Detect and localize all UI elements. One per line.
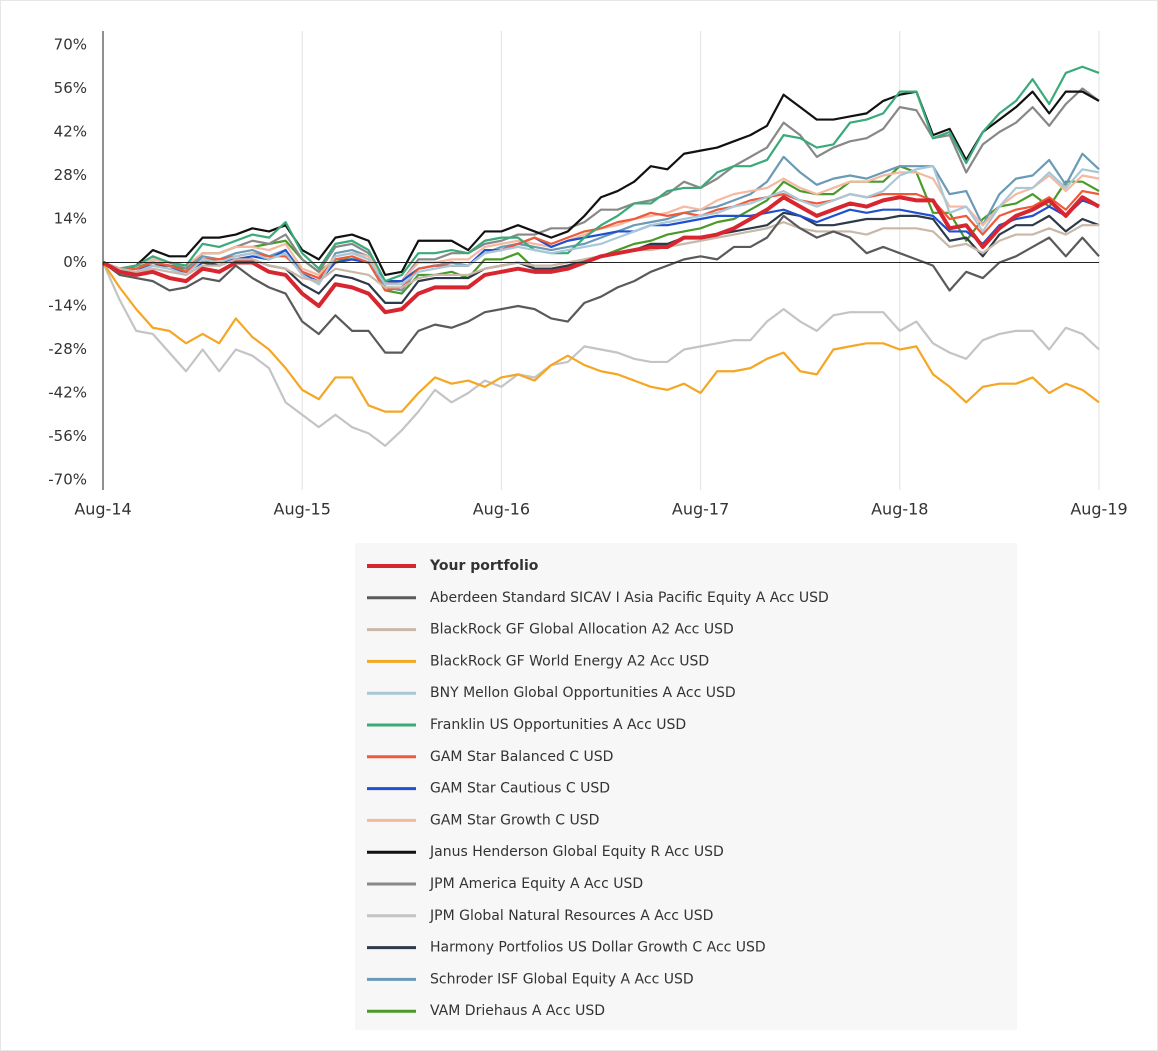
y-tick-label: 42% bbox=[54, 123, 87, 141]
x-tick-label: Aug-18 bbox=[871, 500, 928, 519]
y-tick-label: 70% bbox=[54, 36, 87, 54]
y-tick-label: -14% bbox=[48, 297, 87, 315]
legend-label: Aberdeen Standard SICAV I Asia Pacific E… bbox=[430, 590, 829, 606]
legend-label: VAM Driehaus A Acc USD bbox=[430, 1003, 605, 1019]
y-tick-label: 0% bbox=[63, 253, 87, 271]
legend-label: JPM America Equity A Acc USD bbox=[429, 876, 643, 892]
y-tick-label: -42% bbox=[48, 384, 87, 402]
legend-label: BlackRock GF World Energy A2 Acc USD bbox=[430, 653, 709, 669]
x-tick-label: Aug-17 bbox=[672, 500, 729, 519]
legend-label: Schroder ISF Global Equity A Acc USD bbox=[430, 971, 694, 987]
legend-label: JPM Global Natural Resources A Acc USD bbox=[429, 908, 713, 924]
series-line bbox=[102, 165, 1100, 286]
legend: Your portfolio Aberdeen Standard SICAV I … bbox=[367, 558, 829, 1019]
series-line bbox=[101, 262, 1100, 447]
legend-label: GAM Star Cautious C USD bbox=[430, 781, 610, 797]
y-tick-label: 56% bbox=[54, 79, 87, 97]
legend-label: GAM Star Growth C USD bbox=[430, 812, 599, 828]
plot bbox=[101, 65, 1100, 447]
legend-label: GAM Star Balanced C USD bbox=[430, 749, 613, 765]
series-line bbox=[102, 261, 1100, 413]
x-tick-label: Aug-15 bbox=[274, 500, 331, 519]
y-tick-label: 14% bbox=[54, 210, 87, 228]
legend-label: Franklin US Opportunities A Acc USD bbox=[430, 717, 686, 733]
x-tick-label: Aug-14 bbox=[74, 500, 131, 519]
legend-label: Harmony Portfolios US Dollar Growth C Ac… bbox=[430, 940, 766, 956]
grid bbox=[301, 31, 1100, 490]
axes: -70% -56% -42% -28% -14% 0% 14% 28% 42% 56% 70% Aug… bbox=[48, 31, 1128, 519]
y-tick-label: -70% bbox=[48, 471, 87, 489]
x-tick-label: Aug-19 bbox=[1070, 500, 1127, 519]
legend-box bbox=[355, 543, 1017, 1030]
series-line bbox=[102, 195, 1100, 315]
x-tick-label: Aug-16 bbox=[473, 500, 530, 519]
legend-label: BlackRock GF Global Allocation A2 Acc US… bbox=[430, 622, 734, 638]
y-tick-label: 28% bbox=[54, 166, 87, 184]
y-tick-label: -56% bbox=[48, 427, 87, 445]
y-tick-label: -28% bbox=[48, 340, 87, 358]
legend-label: Your portfolio bbox=[429, 558, 539, 574]
series-line bbox=[102, 65, 1100, 283]
legend-label: Janus Henderson Global Equity R Acc USD bbox=[429, 844, 724, 860]
series-line bbox=[102, 214, 1100, 354]
legend-label: BNY Mellon Global Opportunities A Acc US… bbox=[430, 685, 736, 701]
